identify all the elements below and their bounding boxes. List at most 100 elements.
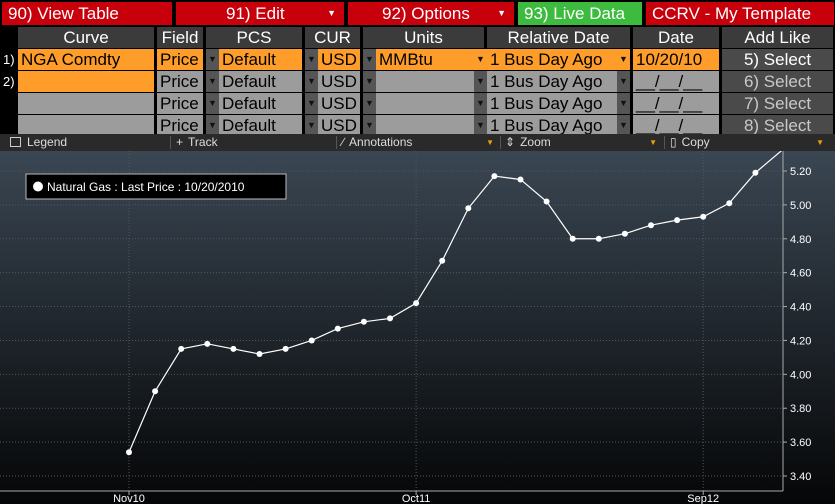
annotations-button[interactable]: ∕ Annotations ▼ xyxy=(342,134,498,151)
currency-select[interactable]: USD xyxy=(318,93,360,114)
y-tick-label: 4.80 xyxy=(790,234,811,246)
track-button[interactable]: + Track xyxy=(176,134,336,151)
chevron-down-icon[interactable]: ▼ xyxy=(617,71,630,92)
field-input[interactable]: Price xyxy=(157,115,203,136)
curve-input[interactable] xyxy=(18,93,154,114)
date-input[interactable]: __/__/__ xyxy=(633,93,719,114)
chevron-down-icon: ▼ xyxy=(327,8,336,18)
curve-input[interactable]: NGA Comdty xyxy=(18,49,154,70)
chevron-down-icon[interactable]: ▼ xyxy=(617,93,630,114)
pcs-select[interactable]: Default xyxy=(219,71,302,92)
column-header-curve: Curve xyxy=(18,27,154,48)
chevron-down-icon[interactable]: ▼ xyxy=(363,93,376,114)
zoom-button[interactable]: ⇕ Zoom ▼ xyxy=(505,134,661,151)
column-header-field: Field xyxy=(157,27,203,48)
column-header-date: Date xyxy=(633,27,719,48)
chevron-down-icon: ▼ xyxy=(486,138,494,147)
copy-button[interactable]: ▯ Copy ▼ xyxy=(670,134,828,151)
data-point xyxy=(752,169,759,176)
field-input[interactable]: Price xyxy=(157,49,203,70)
chevron-down-icon[interactable]: ▼ xyxy=(206,71,219,92)
pcs-select[interactable]: Default xyxy=(219,115,302,136)
data-point xyxy=(334,325,341,332)
y-tick-label: 4.00 xyxy=(790,369,811,381)
x-tick-label: Nov10 xyxy=(113,493,145,504)
chevron-down-icon[interactable]: ▼ xyxy=(305,71,318,92)
relative-date-select[interactable]: 1 Bus Day Ago xyxy=(487,93,617,114)
units-select[interactable]: MMBtu xyxy=(376,49,484,70)
relative-date-select[interactable]: 1 Bus Day Ago xyxy=(487,49,617,70)
chevron-down-icon[interactable]: ▼ xyxy=(206,115,219,136)
x-tick-label: Sep12 xyxy=(687,493,719,504)
currency-select[interactable]: USD xyxy=(318,115,360,136)
chevron-down-icon[interactable]: ▼ xyxy=(617,115,630,136)
date-input[interactable]: 10/20/10 xyxy=(633,49,719,70)
units-select[interactable] xyxy=(376,115,474,136)
data-point xyxy=(700,213,707,220)
plot-area xyxy=(126,151,782,456)
curve-input[interactable] xyxy=(18,115,154,136)
date-input[interactable]: __/__/__ xyxy=(633,71,719,92)
select-button[interactable]: 7) Select xyxy=(722,93,833,114)
chevron-down-icon[interactable]: ▼ xyxy=(474,93,487,114)
chevron-down-icon[interactable]: ▼ xyxy=(617,49,630,70)
chevron-down-icon[interactable]: ▼ xyxy=(305,49,318,70)
chevron-down-icon[interactable]: ▼ xyxy=(363,115,376,136)
edit-label: 91) Edit xyxy=(226,4,285,23)
chevron-down-icon[interactable]: ▼ xyxy=(363,71,376,92)
series-line xyxy=(128,151,782,453)
relative-date-select[interactable]: 1 Bus Day Ago xyxy=(487,115,617,136)
live-data-button[interactable]: 93) Live Data xyxy=(518,2,642,25)
chevron-down-icon[interactable]: ▼ xyxy=(206,49,219,70)
select-button[interactable]: 5) Select xyxy=(722,49,833,70)
pcs-select[interactable]: Default xyxy=(219,93,302,114)
data-point xyxy=(413,300,420,307)
chevron-down-icon: ▼ xyxy=(497,8,506,18)
chevron-down-icon[interactable]: ▼ xyxy=(206,93,219,114)
select-button[interactable]: 6) Select xyxy=(722,71,833,92)
units-select[interactable] xyxy=(376,93,474,114)
select-button[interactable]: 8) Select xyxy=(722,115,833,136)
data-point xyxy=(595,235,602,242)
chevron-down-icon[interactable]: ▼ xyxy=(305,115,318,136)
curve-input[interactable] xyxy=(18,71,154,92)
currency-select[interactable]: USD xyxy=(318,71,360,92)
track-label: Track xyxy=(188,135,218,149)
data-point xyxy=(126,449,132,456)
column-header-units: Units xyxy=(363,27,484,48)
data-point xyxy=(282,345,289,352)
data-point xyxy=(178,345,185,352)
chevron-down-icon[interactable]: ▼ xyxy=(305,93,318,114)
edit-menu-button[interactable]: 91) Edit ▼ xyxy=(176,2,344,25)
legend-button[interactable]: Legend xyxy=(10,134,170,151)
chevron-down-icon[interactable]: ▼ xyxy=(474,49,487,70)
chevron-down-icon[interactable]: ▼ xyxy=(474,115,487,136)
y-tick-label: 3.80 xyxy=(790,403,811,415)
data-point xyxy=(256,351,263,357)
chart-toolbar: Legend + Track ∕ Annotations ▼ ⇕ Zoom ▼ ▯ Copy… xyxy=(0,134,835,151)
legend-icon xyxy=(10,137,21,147)
template-button[interactable]: CCRV - My Template xyxy=(646,2,834,25)
units-select[interactable] xyxy=(376,71,474,92)
zoom-label: Zoom xyxy=(520,135,551,149)
currency-select[interactable]: USD xyxy=(318,49,360,70)
relative-date-select[interactable]: 1 Bus Day Ago xyxy=(487,71,617,92)
field-input[interactable]: Price xyxy=(157,93,203,114)
price-chart[interactable]: 5.20 5.00 4.80 4.60 4.40 4.20 4.00 3.80 3.60 3.40… xyxy=(0,151,835,504)
date-input[interactable]: __/__/__ xyxy=(633,115,719,136)
legend-label: Natural Gas : Last Price : 10/20/2010 xyxy=(47,180,245,194)
view-table-button[interactable]: 90) View Table xyxy=(2,2,172,25)
options-menu-button[interactable]: 92) Options ▼ xyxy=(348,2,514,25)
field-input[interactable]: Price xyxy=(157,71,203,92)
options-label: 92) Options xyxy=(382,4,470,23)
data-point xyxy=(360,318,367,325)
chevron-down-icon: ▼ xyxy=(649,138,657,147)
legend-marker xyxy=(33,181,43,192)
data-point xyxy=(387,315,393,322)
pcs-select[interactable]: Default xyxy=(219,49,302,70)
chevron-down-icon[interactable]: ▼ xyxy=(363,49,376,70)
chevron-down-icon[interactable]: ▼ xyxy=(474,71,487,92)
data-point xyxy=(543,198,550,205)
legend-label: Legend xyxy=(27,135,68,149)
function-bar: 90) View Table 91) Edit ▼ 92) Options ▼ 93… xyxy=(0,0,835,27)
